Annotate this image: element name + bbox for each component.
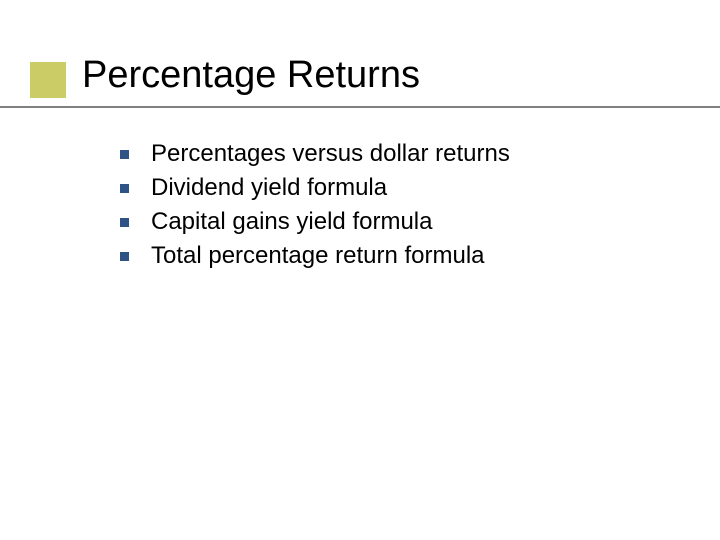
square-bullet-icon — [120, 184, 129, 193]
list-item-text: Percentages versus dollar returns — [151, 140, 510, 168]
slide-title: Percentage Returns — [82, 54, 420, 97]
content-area: Percentages versus dollar returns Divide… — [120, 140, 680, 276]
list-item: Percentages versus dollar returns — [120, 140, 680, 168]
list-item: Dividend yield formula — [120, 174, 680, 202]
square-bullet-icon — [120, 252, 129, 261]
slide: Percentage Returns Percentages versus do… — [0, 0, 720, 540]
list-item-text: Total percentage return formula — [151, 242, 485, 270]
bullet-list: Percentages versus dollar returns Divide… — [120, 140, 680, 270]
title-accent-square — [30, 62, 66, 98]
list-item-text: Capital gains yield formula — [151, 208, 432, 236]
list-item: Total percentage return formula — [120, 242, 680, 270]
list-item-text: Dividend yield formula — [151, 174, 387, 202]
square-bullet-icon — [120, 218, 129, 227]
list-item: Capital gains yield formula — [120, 208, 680, 236]
title-underline — [0, 106, 720, 108]
square-bullet-icon — [120, 150, 129, 159]
